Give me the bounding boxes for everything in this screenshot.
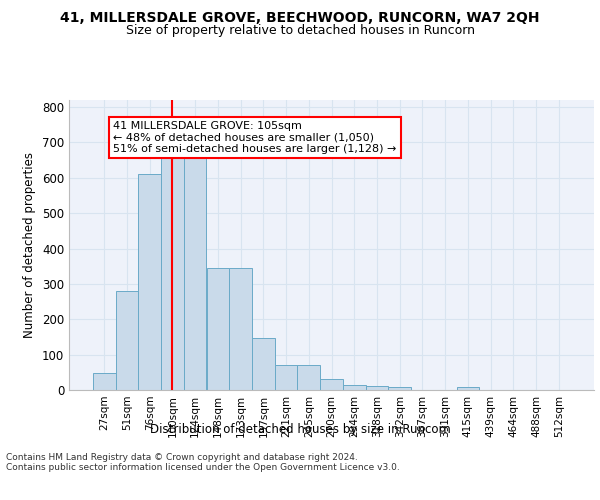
Bar	[161, 155, 184, 390]
Bar	[343, 384, 365, 390]
Text: Size of property relative to detached houses in Runcorn: Size of property relative to detached ho…	[125, 24, 475, 37]
Bar	[229, 268, 252, 390]
Y-axis label: Number of detached properties: Number of detached properties	[23, 152, 37, 338]
Bar	[320, 380, 343, 390]
Bar	[93, 374, 116, 390]
Text: 41 MILLERSDALE GROVE: 105sqm
← 48% of detached houses are smaller (1,050)
51% of: 41 MILLERSDALE GROVE: 105sqm ← 48% of de…	[113, 121, 397, 154]
Bar	[116, 291, 139, 390]
Bar	[275, 365, 298, 390]
Bar	[184, 158, 206, 390]
Bar	[298, 365, 320, 390]
Bar	[252, 338, 275, 390]
Bar	[365, 386, 388, 390]
Text: 41, MILLERSDALE GROVE, BEECHWOOD, RUNCORN, WA7 2QH: 41, MILLERSDALE GROVE, BEECHWOOD, RUNCOR…	[60, 11, 540, 25]
Bar	[457, 387, 479, 390]
Text: Distribution of detached houses by size in Runcorn: Distribution of detached houses by size …	[149, 422, 451, 436]
Bar	[388, 387, 411, 390]
Bar	[139, 174, 161, 390]
Bar	[206, 268, 229, 390]
Text: Contains HM Land Registry data © Crown copyright and database right 2024.
Contai: Contains HM Land Registry data © Crown c…	[6, 452, 400, 472]
